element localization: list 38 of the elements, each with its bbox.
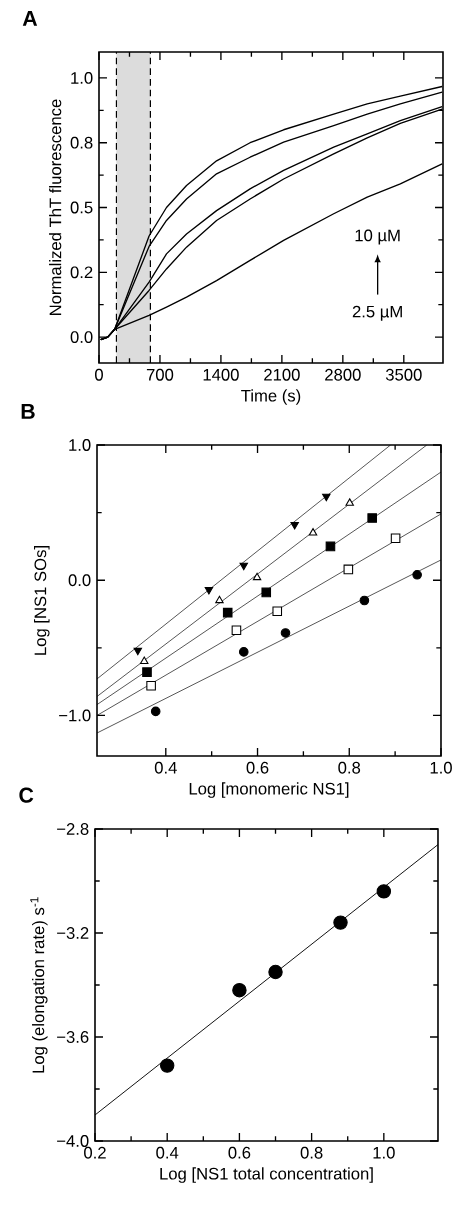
y-tick-label: 1.0 [69, 439, 91, 451]
y-tick-label: −1.0 [59, 709, 91, 722]
y-axis-title: Log (elongation rate) s$^{-1}$ [30, 897, 48, 1073]
y-axis-title: Log [NS1 SOs] [34, 546, 50, 655]
chart-title: C [19, 787, 34, 803]
x-tick-label: 0.8 [300, 1146, 323, 1159]
x-tick-label: 1.0 [373, 1146, 395, 1159]
x-axis-title: Time (s) [241, 389, 301, 405]
chart-title: B [21, 404, 35, 419]
x-tick-label: 2100 [264, 368, 300, 381]
x-axis-title: Log [NS1 total concentration] [160, 1167, 373, 1183]
y-tick-label: −4.0 [57, 1135, 89, 1147]
x-tick-label: 0.6 [228, 1146, 251, 1159]
annotation: 10 µM [355, 229, 400, 245]
y-tick-label: 0.8 [70, 136, 93, 149]
annotation: 2.5 µM [352, 305, 402, 321]
x-tick-label: 0.8 [338, 761, 361, 774]
x-tick-label: 700 [146, 368, 174, 381]
x-tick-label: 2800 [325, 368, 361, 381]
y-tick-label: 0.0 [70, 331, 93, 343]
y-tick-label: −3.6 [57, 1031, 89, 1043]
x-axis-title: Log [monomeric NS1] [189, 782, 349, 798]
x-tick-label: 0.4 [154, 761, 177, 774]
y-tick-label: −2.8 [57, 823, 89, 835]
y-tick-label: 0.5 [70, 201, 93, 214]
x-tick-label: 0.2 [84, 1146, 106, 1159]
y-axis-title: Normalized ThT fluorescence [49, 99, 62, 315]
x-tick-label: 1.0 [430, 761, 452, 774]
y-tick-label: 1.0 [71, 72, 93, 84]
chart-title: A [22, 11, 38, 26]
x-tick-label: 0.6 [246, 761, 269, 774]
y-tick-label: −3.2 [57, 927, 89, 939]
x-tick-label: 0.4 [156, 1146, 179, 1159]
x-tick-label: 0 [95, 368, 103, 381]
y-tick-label: 0.0 [68, 574, 91, 587]
x-tick-label: 3500 [385, 368, 422, 381]
y-tick-label: 0.2 [70, 266, 93, 279]
x-tick-label: 1400 [203, 368, 239, 381]
